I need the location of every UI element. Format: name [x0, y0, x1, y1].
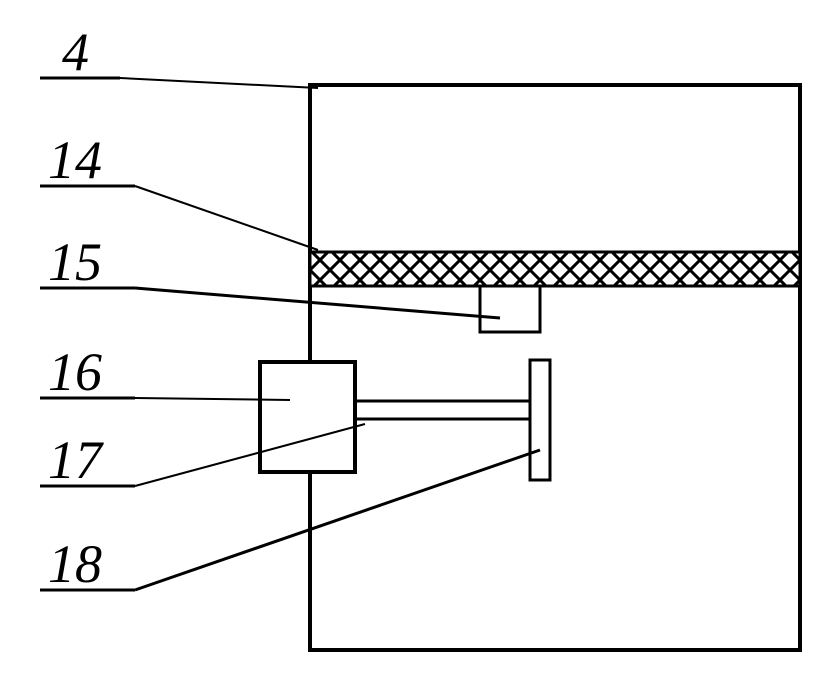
- label-15-leader: [135, 288, 500, 318]
- motor-block: [260, 362, 355, 472]
- label-14-leader: [135, 186, 318, 250]
- end-plate: [530, 360, 550, 480]
- label-15: 15: [48, 232, 102, 292]
- hatched-plate: [310, 252, 800, 286]
- label-14: 14: [48, 130, 102, 190]
- label-4-leader: [120, 78, 318, 88]
- main-housing: [310, 85, 800, 650]
- small-block: [480, 286, 540, 332]
- label-18: 18: [48, 534, 102, 594]
- label-16: 16: [48, 342, 102, 402]
- label-4: 4: [62, 22, 89, 82]
- label-17: 17: [48, 430, 104, 490]
